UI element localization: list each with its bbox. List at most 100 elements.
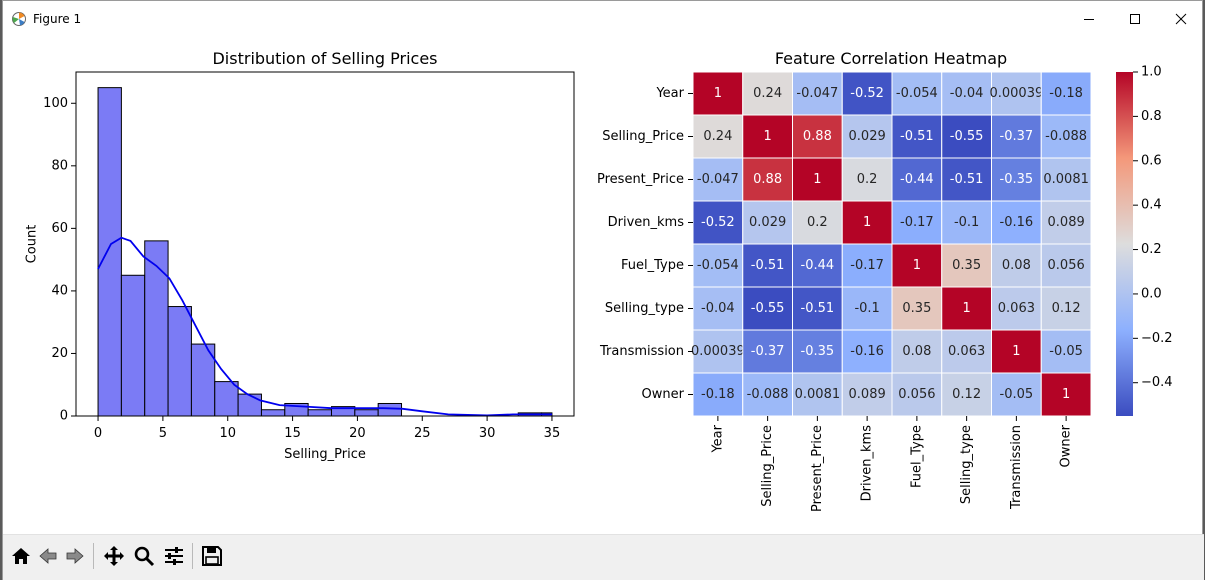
colorbar-tick-label: −0.4 bbox=[1141, 375, 1173, 390]
heatmap-cell bbox=[792, 157, 843, 202]
colorbar-tick-label: 0.8 bbox=[1141, 109, 1162, 124]
navigation-toolbar bbox=[3, 534, 1204, 580]
heatmap-cell bbox=[692, 157, 744, 202]
heatmap-value-label: 0.00039 bbox=[691, 344, 745, 359]
heatmap-column-label: Year bbox=[710, 424, 725, 453]
heatmap-cell bbox=[841, 200, 893, 245]
heatmap-value-label: -0.04 bbox=[701, 301, 735, 316]
colorbar-tick-label: 0.0 bbox=[1141, 286, 1162, 301]
heatmap-cell bbox=[941, 243, 992, 288]
y-tick-label: 40 bbox=[51, 283, 68, 298]
x-tick-label: 10 bbox=[219, 426, 236, 441]
pan-button[interactable] bbox=[101, 543, 127, 569]
heatmap-cell bbox=[692, 71, 744, 116]
y-tick-label: 100 bbox=[43, 96, 68, 111]
heatmap-value-label: -0.35 bbox=[801, 344, 835, 359]
heatmap-value-label: -0.17 bbox=[900, 215, 934, 230]
maximize-button[interactable] bbox=[1112, 1, 1158, 37]
heatmap-value-label: 0.029 bbox=[849, 129, 886, 144]
heatmap-cell bbox=[792, 114, 843, 159]
heatmap-value-label: -0.51 bbox=[801, 301, 835, 316]
heatmap-column-label: Transmission bbox=[1009, 425, 1024, 510]
heatmap-cell bbox=[742, 329, 793, 374]
heatmap-value-label: 1 bbox=[863, 215, 871, 230]
heatmap-cell bbox=[941, 71, 992, 116]
heatmap-cell bbox=[792, 243, 843, 288]
heatmap-value-label: 0.063 bbox=[998, 301, 1035, 316]
heatmap-cell bbox=[941, 114, 992, 159]
heatmap-column-label: Driven_kms bbox=[860, 425, 875, 502]
heatmap-cell bbox=[991, 71, 1042, 116]
back-button[interactable] bbox=[35, 543, 61, 569]
heatmap-column-label: Selling_type bbox=[959, 425, 974, 504]
colorbar-tick-label: −0.2 bbox=[1141, 331, 1173, 346]
y-tick-label: 60 bbox=[51, 221, 68, 236]
save-button[interactable] bbox=[199, 543, 225, 569]
magnifier-icon bbox=[134, 546, 155, 567]
matplotlib-icon bbox=[12, 12, 26, 26]
figure-canvas: 0 5 10 15 20 25 30 35 0 20 40 60 80 100 Distribution o… bbox=[25, 49, 1173, 512]
histogram-bar bbox=[354, 409, 379, 417]
heatmap-row-label: Fuel_Type bbox=[621, 258, 684, 273]
heatmap-value-label: -0.18 bbox=[1049, 86, 1083, 101]
heatmap-value-label: -0.51 bbox=[900, 129, 934, 144]
heatmap-value-label: -0.44 bbox=[801, 258, 835, 273]
heatmap-value-label: -0.44 bbox=[900, 172, 934, 187]
heatmap-value-label: 0.029 bbox=[749, 215, 786, 230]
heatmap-cell bbox=[1040, 200, 1092, 245]
heatmap-value-label: -0.52 bbox=[850, 86, 884, 101]
heatmap-value-label: 1 bbox=[1062, 387, 1070, 402]
heatmap-cell bbox=[1040, 286, 1092, 331]
forward-button[interactable] bbox=[62, 543, 88, 569]
heatmap-cell bbox=[1040, 114, 1092, 159]
heatmap-cell bbox=[991, 157, 1042, 202]
heatmap-cell bbox=[792, 71, 843, 116]
heatmap-row-label: Transmission bbox=[599, 344, 684, 359]
heatmap-cell bbox=[792, 329, 843, 374]
heatmap-value-label: -0.55 bbox=[751, 301, 785, 316]
heatmap-column-label: Present_Price bbox=[810, 425, 825, 512]
heatmap-value-label: -0.51 bbox=[751, 258, 785, 273]
heatmap-cell bbox=[792, 372, 843, 417]
heatmap-cell bbox=[991, 286, 1042, 331]
heatmap-value-label: -0.35 bbox=[1000, 172, 1034, 187]
heatmap-value-label: 0.056 bbox=[1048, 258, 1085, 273]
zoom-button[interactable] bbox=[131, 543, 157, 569]
close-button[interactable] bbox=[1158, 1, 1204, 37]
heatmap-row-label: Driven_kms bbox=[608, 215, 685, 230]
x-tick-label: 15 bbox=[284, 426, 301, 441]
configure-subplots-button[interactable] bbox=[161, 543, 187, 569]
heatmap-row-label: Selling_type bbox=[605, 301, 684, 316]
heatmap-cell bbox=[841, 243, 893, 288]
heatmap-value-label: -0.55 bbox=[950, 129, 984, 144]
heatmap-cell bbox=[692, 243, 744, 288]
heatmap-value-label: 0.35 bbox=[952, 258, 981, 273]
heatmap-value-label: 1 bbox=[763, 129, 771, 144]
histogram-bar bbox=[214, 381, 239, 417]
heatmap-value-label: 0.08 bbox=[1002, 258, 1031, 273]
heatmap-value-label: -0.047 bbox=[796, 86, 838, 101]
heatmap-cell bbox=[941, 329, 992, 374]
heatmap-cell bbox=[841, 71, 893, 116]
heatmap-value-label: -0.37 bbox=[751, 344, 785, 359]
minimize-button[interactable] bbox=[1066, 1, 1112, 37]
heatmap-cell bbox=[841, 157, 893, 202]
heatmap-value-label: -0.088 bbox=[1045, 129, 1087, 144]
heatmap-cell bbox=[1040, 157, 1092, 202]
x-tick-label: 25 bbox=[414, 426, 431, 441]
heatmap-value-label: 1 bbox=[1012, 344, 1020, 359]
heatmap-cell bbox=[1040, 372, 1092, 417]
heatmap-value-label: 0.056 bbox=[898, 387, 935, 402]
home-button[interactable] bbox=[8, 543, 34, 569]
heatmap-value-label: 0.2 bbox=[857, 172, 878, 187]
heatmap-value-label: 0.089 bbox=[849, 387, 886, 402]
x-tick-label: 5 bbox=[159, 426, 167, 441]
colorbar-tick-label: 0.4 bbox=[1141, 198, 1162, 213]
heatmap-value-label: -0.37 bbox=[1000, 129, 1034, 144]
heatmap-cell bbox=[991, 329, 1042, 374]
heatmap-column-label: Owner bbox=[1059, 424, 1074, 467]
heatmap-value-label: -0.16 bbox=[850, 344, 884, 359]
colorbar-tick-label: 1.0 bbox=[1141, 65, 1162, 80]
heatmap-row-label: Owner bbox=[642, 387, 685, 402]
